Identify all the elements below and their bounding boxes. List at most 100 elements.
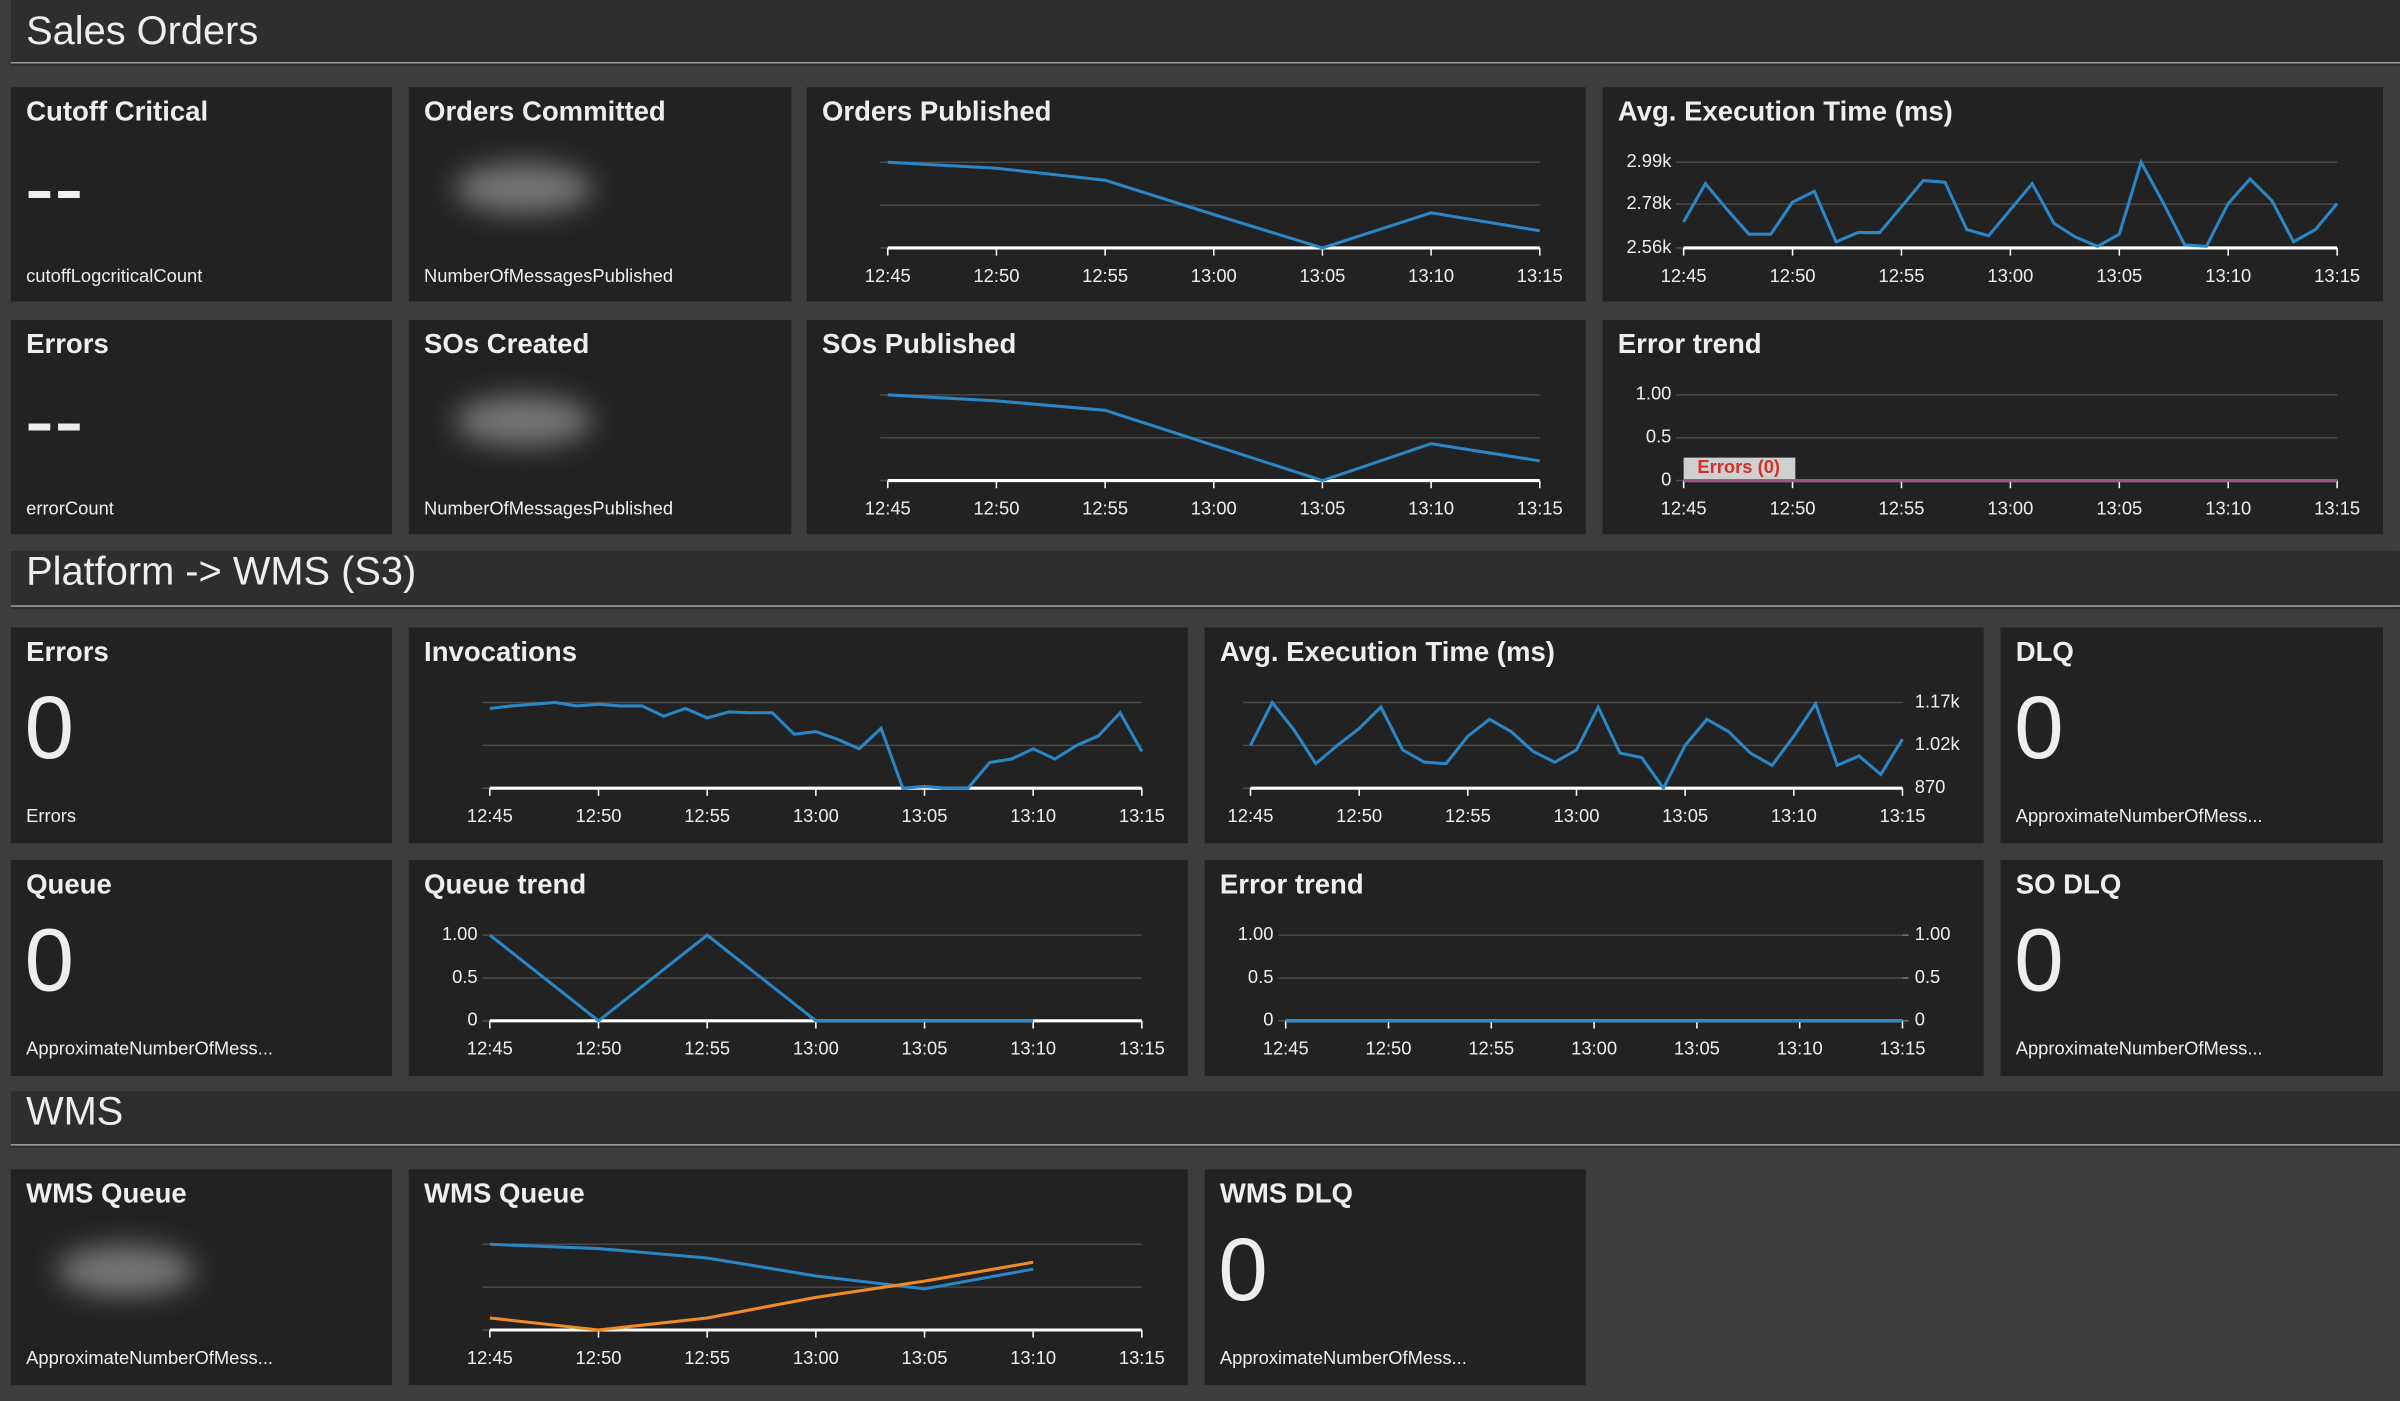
x-tick-label: 13:10	[2205, 497, 2251, 518]
x-tick-label: 12:55	[684, 1038, 730, 1059]
metric-value: 0	[2014, 678, 2063, 777]
widget-panel	[806, 319, 1586, 535]
widget-title: Orders Committed	[424, 96, 666, 127]
x-tick-label: 13:00	[1987, 497, 2033, 518]
y-tick-label: 1.17k	[1915, 690, 1961, 711]
series-line	[1682, 158, 2339, 249]
x-tick-label: 13:10	[1010, 1038, 1056, 1059]
widget: Queue 0 ApproximateNumberOfMess...	[10, 860, 392, 1076]
x-tick-label: 13:05	[1299, 497, 1345, 518]
metric-label: errorCount	[26, 497, 114, 518]
y-tick-label: 2.56k	[1626, 236, 1672, 257]
widget: WMS Queue ApproximateNumberOfMess...	[10, 1169, 392, 1386]
y-tick-label: 1.02k	[1915, 733, 1961, 754]
section-header	[10, 1091, 2400, 1148]
series-line	[887, 160, 1541, 250]
y2-tick-label: 0	[1915, 1009, 1925, 1030]
series-line	[1249, 699, 1904, 792]
section-title: Platform -> WMS (S3)	[26, 549, 416, 593]
series-line	[489, 700, 1144, 790]
x-tick-label: 12:55	[1082, 497, 1128, 518]
series-line	[488, 933, 1034, 1023]
y-tick-label: 0.5	[1248, 966, 1274, 987]
x-tick-label: 13:00	[793, 1347, 839, 1368]
x-tick-label: 13:15	[1119, 805, 1165, 826]
y-tick-label: 870	[1915, 776, 1946, 797]
x-tick-label: 12:45	[865, 265, 911, 286]
widget-panel	[1602, 87, 2384, 302]
widget-title: Invocations	[424, 636, 577, 667]
widget: Avg. Execution Time (ms) 2.56k 2.78k 2.99k 1…	[1602, 87, 2384, 302]
widget-title: Avg. Execution Time (ms)	[1220, 636, 1555, 667]
y-tick-label: 0	[1263, 1009, 1273, 1030]
widget: Orders Committed NumberOfMessagesPublishe…	[408, 87, 792, 302]
metric-label: ApproximateNumberOfMess...	[26, 1038, 273, 1059]
x-tick-label: 12:45	[467, 1347, 513, 1368]
x-tick-label: 12:45	[467, 1038, 513, 1059]
widget: Orders Published 12:45 12:50 12:55 13:00 13:0…	[806, 87, 1586, 302]
x-tick-label: 13:10	[1010, 1347, 1056, 1368]
widget-panel	[408, 1169, 1188, 1386]
y-tick-label: 2.78k	[1626, 192, 1672, 213]
metric-value: 0	[1218, 1220, 1267, 1319]
widget-title: Queue trend	[424, 868, 586, 899]
y-tick-label: 0	[467, 1009, 477, 1030]
x-tick-label: 12:50	[973, 497, 1019, 518]
widget: Errors -- errorCount	[10, 319, 392, 535]
x-tick-label: 13:10	[1010, 805, 1056, 826]
x-tick-label: 13:00	[793, 1038, 839, 1059]
x-tick-label: 13:15	[1119, 1038, 1165, 1059]
series-line	[887, 393, 1541, 483]
x-tick-label: 12:50	[576, 1347, 622, 1368]
widget: Errors 0 Errors	[10, 627, 392, 844]
metric-label: NumberOfMessagesPublished	[424, 265, 673, 286]
x-tick-label: 13:00	[1191, 497, 1237, 518]
widget-panel	[10, 627, 392, 844]
x-tick-label: 13:10	[1771, 805, 1817, 826]
x-tick-label: 12:45	[1661, 497, 1707, 518]
series-label: Errors (0)	[1697, 456, 1780, 477]
widget-panel	[1204, 860, 1984, 1076]
x-tick-label: 12:55	[1878, 265, 1924, 286]
widget-title: Queue	[26, 868, 112, 899]
x-tick-label: 12:55	[684, 1347, 730, 1368]
widget-panel	[408, 860, 1188, 1076]
metric-value: --	[25, 370, 84, 469]
widget-panel	[10, 319, 392, 535]
x-tick-label: 13:15	[2314, 265, 2360, 286]
x-tick-label: 12:50	[1336, 805, 1382, 826]
metric-value: 0	[25, 678, 74, 777]
y-tick-label: 0	[1661, 468, 1671, 489]
widget-panel	[2000, 627, 2384, 844]
x-tick-label: 12:45	[1228, 805, 1274, 826]
x-tick-label: 13:05	[902, 1347, 948, 1368]
x-tick-label: 13:05	[902, 805, 948, 826]
x-tick-label: 12:50	[1770, 265, 1816, 286]
section-title: Sales Orders	[26, 9, 258, 53]
metric-label: ApproximateNumberOfMess...	[1220, 1347, 1467, 1368]
section-header	[10, 550, 2400, 610]
y-tick-label: 2.99k	[1626, 150, 1672, 171]
widget: Avg. Execution Time (ms) 870 1.02k 1.17k 12:…	[1204, 627, 1984, 844]
x-tick-label: 12:55	[1082, 265, 1128, 286]
x-tick-label: 12:55	[684, 805, 730, 826]
x-tick-label: 12:55	[1445, 805, 1491, 826]
widget: Queue trend 0 0.5 1.00 12:45 12:50 12:55 13:00 1…	[408, 860, 1188, 1076]
x-tick-label: 13:00	[1571, 1038, 1617, 1059]
metric-label: ApproximateNumberOfMess...	[26, 1347, 273, 1368]
widget-panel	[2000, 860, 2384, 1076]
x-tick-label: 13:05	[902, 1038, 948, 1059]
x-tick-label: 12:55	[1468, 1038, 1514, 1059]
metric-value: --	[25, 138, 84, 237]
widget-panel	[806, 87, 1586, 302]
series-label-box	[1683, 457, 1796, 480]
y-tick-label: 1.00	[1636, 383, 1672, 404]
widget-panel	[10, 87, 392, 302]
x-tick-label: 12:50	[1770, 497, 1816, 518]
y-tick-label: 0.5	[452, 966, 478, 987]
section-title: WMS	[26, 1090, 123, 1134]
widget-title: SOs Created	[424, 328, 589, 359]
x-tick-label: 13:00	[793, 805, 839, 826]
x-tick-label: 12:50	[576, 1038, 622, 1059]
x-tick-label: 12:45	[1263, 1038, 1309, 1059]
